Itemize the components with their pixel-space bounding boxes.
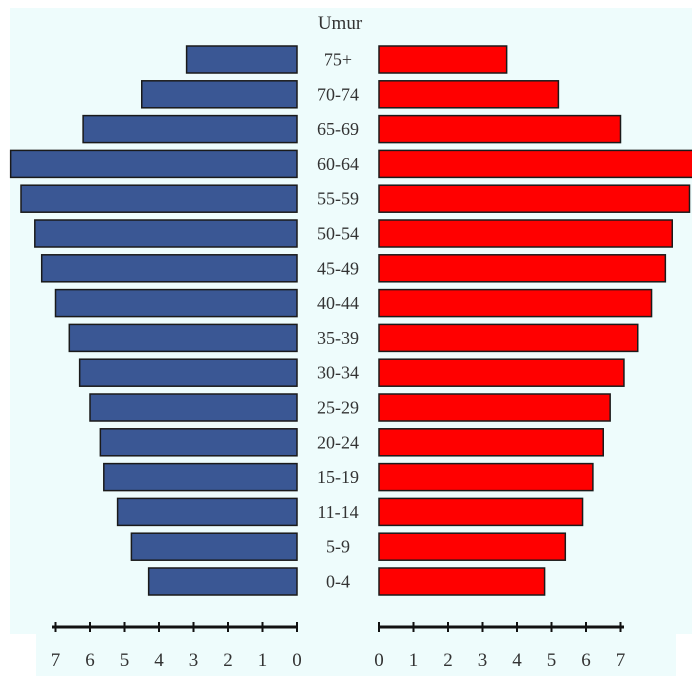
x-tick-label-right: 4 — [512, 650, 522, 671]
x-tick-label-right: 2 — [443, 650, 453, 671]
age-label: 60-64 — [317, 154, 359, 174]
axis-background — [36, 628, 676, 676]
age-label: 75+ — [324, 50, 352, 70]
bar-right-20-24 — [378, 428, 604, 457]
bar-left-50-54 — [34, 219, 298, 248]
age-label: 45-49 — [317, 258, 359, 278]
age-label: 11-14 — [317, 502, 358, 522]
age-label: 15-19 — [317, 467, 359, 487]
bar-left-30-34 — [78, 358, 298, 387]
age-label: 35-39 — [317, 328, 359, 348]
x-tick-label-left: 5 — [120, 650, 130, 671]
x-tick-label-right: 5 — [547, 650, 557, 671]
bars-layer — [9, 45, 692, 596]
x-axis-layer: 7 6 5 4 3 2 1 0 0 1 2 3 4 5 6 7 — [51, 622, 626, 671]
bar-left-55-59 — [20, 184, 298, 213]
bar-left-35-39 — [68, 323, 298, 353]
bar-left-75+ — [185, 45, 298, 74]
bar-right-35-39 — [378, 323, 639, 353]
x-tick-label-left: 4 — [154, 650, 164, 671]
age-label: 30-34 — [317, 363, 359, 383]
bar-right-5-9 — [378, 532, 567, 561]
bar-right-60-64 — [378, 149, 692, 179]
age-label: 55-59 — [317, 189, 359, 209]
chart-title: Umur — [318, 13, 363, 34]
bar-left-5-9 — [130, 532, 298, 561]
age-label: 5-9 — [326, 537, 350, 557]
bar-left-25-29 — [89, 393, 298, 422]
age-label: 0-4 — [326, 572, 350, 592]
x-tick-label-left: 0 — [292, 650, 302, 671]
bar-right-65-69 — [378, 114, 622, 144]
bar-right-70-74 — [378, 80, 560, 109]
age-label: 65-69 — [317, 119, 359, 139]
x-tick-label-right: 6 — [581, 650, 591, 671]
bar-left-0-4 — [147, 567, 298, 596]
age-label: 70-74 — [317, 84, 359, 104]
x-tick-label-left: 6 — [85, 650, 95, 671]
bar-left-65-69 — [82, 114, 298, 144]
plot-background — [10, 8, 692, 634]
x-tick-label-left: 3 — [189, 650, 199, 671]
bar-left-20-24 — [99, 428, 298, 457]
bar-right-75+ — [378, 45, 508, 74]
x-tick-label-left: 7 — [51, 650, 61, 671]
x-tick-label-left: 2 — [223, 650, 233, 671]
bar-left-45-49 — [40, 254, 298, 283]
bar-right-15-19 — [378, 462, 594, 492]
bar-left-15-19 — [103, 462, 298, 492]
bar-right-40-44 — [378, 288, 653, 318]
x-tick-label-right: 7 — [616, 650, 626, 671]
bar-right-50-54 — [378, 219, 673, 248]
age-label: 25-29 — [317, 398, 359, 418]
bar-right-55-59 — [378, 184, 691, 213]
bar-right-0-4 — [378, 567, 546, 596]
age-labels-layer: 75+ 70-74 65-69 60-64 55-59 50-54 45-49 40-44 35… — [317, 50, 359, 592]
x-tick-label-left: 1 — [258, 650, 268, 671]
bar-right-45-49 — [378, 254, 667, 283]
age-label: 20-24 — [317, 432, 359, 452]
bar-left-70-74 — [141, 80, 298, 109]
bar-right-25-29 — [378, 393, 611, 422]
x-tick-label-right: 3 — [478, 650, 488, 671]
bar-left-40-44 — [54, 288, 298, 318]
bar-right-30-34 — [378, 358, 625, 387]
age-label: 40-44 — [317, 293, 359, 313]
x-tick-label-right: 1 — [409, 650, 419, 671]
bar-left-60-64 — [9, 149, 298, 179]
bar-left-11-14 — [116, 497, 298, 527]
bar-right-11-14 — [378, 497, 584, 527]
x-tick-label-right: 0 — [374, 650, 384, 671]
age-label: 50-54 — [317, 224, 359, 244]
